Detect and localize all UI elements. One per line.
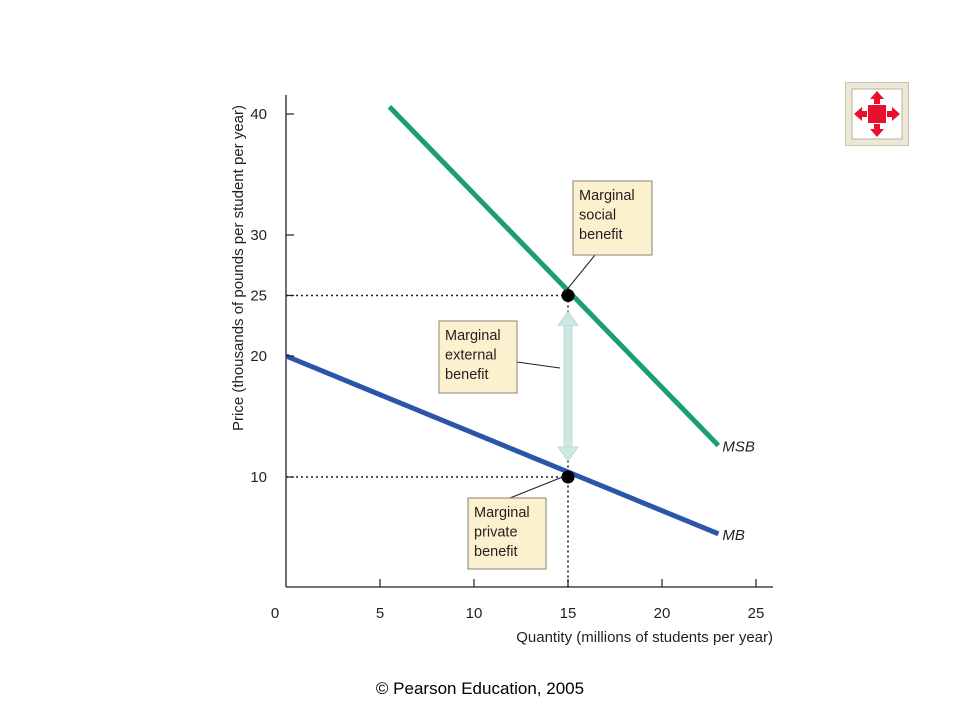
- external-benefit-arrow-head-down: [557, 446, 579, 462]
- note-box: [438, 320, 518, 394]
- series-line-mb: [285, 353, 720, 537]
- note-text-line: benefit: [579, 227, 623, 243]
- y-tick-label: 25: [250, 288, 267, 305]
- external-benefit-arrow-head-up: [557, 310, 579, 326]
- fullscreen-button[interactable]: [845, 82, 909, 146]
- note-leader-line: [564, 254, 596, 293]
- y-tick-label: 10: [250, 469, 267, 486]
- data-point-2: [561, 470, 575, 484]
- external-benefit-arrow-shaft: [563, 323, 573, 450]
- y-axis-title: Price (thousands of pounds per student p…: [230, 105, 247, 431]
- note-leader-line: [516, 361, 561, 369]
- note-text-line: private: [474, 525, 518, 541]
- note-marginal-external-benefit: Marginal external benefit: [438, 320, 561, 394]
- x-tick-label: 20: [654, 605, 671, 622]
- note-text-line: Marginal: [474, 505, 530, 521]
- x-tick-label: 25: [748, 605, 765, 622]
- x-tick-label: 0: [271, 605, 279, 622]
- note-marginal-social-benefit: Marginal social benefit: [564, 180, 653, 293]
- note-text-line: Marginal: [445, 328, 501, 344]
- fullscreen-arrows-icon: [851, 88, 903, 140]
- series-label-mb: MB: [722, 527, 745, 544]
- y-tick-label: 30: [250, 227, 267, 244]
- x-tick-label: 5: [376, 605, 384, 622]
- note-text-line: benefit: [474, 544, 518, 560]
- note-text-line: social: [579, 208, 616, 224]
- note-text-line: external: [445, 348, 497, 364]
- note-box: [572, 180, 653, 256]
- note-marginal-private-benefit: Marginal private benefit: [467, 475, 566, 570]
- y-tick-label: 40: [250, 106, 267, 123]
- x-tick-label: 15: [560, 605, 577, 622]
- note-leader-line: [509, 475, 566, 499]
- note-text-line: benefit: [445, 367, 489, 383]
- x-tick-label: 10: [466, 605, 483, 622]
- series-line-msb: [387, 104, 721, 448]
- y-tick-label: 20: [250, 348, 267, 365]
- series-label-msb: MSB: [722, 439, 755, 456]
- data-point-1: [561, 289, 575, 302]
- x-axis-title: Quantity (millions of students per year): [516, 629, 773, 646]
- note-box: [467, 497, 547, 570]
- copyright-text: © Pearson Education, 2005: [375, 679, 585, 698]
- note-text-line: Marginal: [579, 188, 635, 204]
